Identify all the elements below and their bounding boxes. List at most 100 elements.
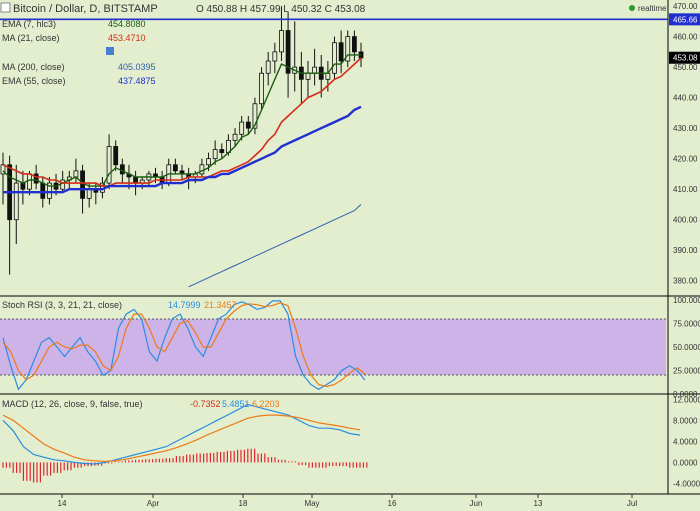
candle-up bbox=[86, 188, 92, 199]
price-tick-label: 470.00 bbox=[673, 2, 698, 11]
stoch-tick-label: 75.0000 bbox=[673, 320, 700, 329]
current-price-label: 453.08 bbox=[673, 54, 698, 63]
price-tick-label: 410.00 bbox=[673, 185, 698, 194]
ind-ema55-value: 437.4875 bbox=[118, 76, 156, 86]
price-tick-label: 450.00 bbox=[673, 63, 698, 72]
candle-up bbox=[199, 164, 205, 175]
candle-down bbox=[338, 42, 344, 62]
macd-legend: MACD (12, 26, close, 9, false, true) -0.… bbox=[2, 399, 280, 409]
candle-up bbox=[106, 146, 112, 184]
macd-tick-label: 0.0000 bbox=[673, 458, 698, 467]
candle-down bbox=[113, 146, 119, 166]
axis-labels: 470.00 460.00 450.00 440.00 430.00 420.00 410.… bbox=[58, 2, 700, 508]
macd-plot bbox=[2, 403, 368, 483]
price-tick-label: 420.00 bbox=[673, 155, 698, 164]
candle-down bbox=[245, 121, 251, 129]
time-tick-label: Apr bbox=[147, 499, 160, 508]
symbol-title: Bitcoin / Dollar, D, BITSTAMP bbox=[13, 3, 158, 15]
candle-down bbox=[285, 30, 291, 74]
time-tick-label: Jun bbox=[470, 499, 483, 508]
ind-ema7-name[interactable]: EMA (7, hlc3) bbox=[2, 19, 56, 29]
series-line bbox=[3, 105, 362, 194]
candle-up bbox=[252, 103, 258, 129]
ind-ma21-name[interactable]: MA (21, close) bbox=[2, 33, 60, 43]
macd-title[interactable]: MACD (12, 26, close, 9, false, true) bbox=[2, 399, 143, 409]
candle-down bbox=[20, 182, 26, 190]
ind-ma200-value: 405.0395 bbox=[118, 62, 156, 72]
stoch-legend: Stoch RSI (3, 3, 21, 21, close) 14.7999 … bbox=[2, 300, 237, 310]
macd-line-value: 5.4851 bbox=[222, 399, 250, 409]
stoch-k-value: 14.7999 bbox=[168, 300, 201, 310]
level-price-label: 465.66 bbox=[673, 15, 698, 24]
time-tick-label: May bbox=[304, 499, 319, 508]
macd-tick-label: 8.0000 bbox=[673, 416, 698, 425]
candle-down bbox=[133, 176, 139, 184]
realtime-dot-icon bbox=[629, 5, 635, 11]
time-tick-label: 13 bbox=[534, 499, 543, 508]
candle-up bbox=[212, 149, 218, 160]
macd-signal-line bbox=[2, 414, 361, 463]
candle-up bbox=[47, 182, 52, 199]
macd-line bbox=[2, 403, 361, 465]
price-tick-label: 460.00 bbox=[673, 33, 698, 42]
current-price-tag bbox=[669, 51, 700, 64]
collapse-icon[interactable] bbox=[0, 2, 11, 13]
price-tick-label: 400.00 bbox=[673, 216, 698, 225]
candle-down bbox=[219, 149, 225, 153]
candle-up bbox=[345, 36, 351, 62]
candle-up bbox=[325, 72, 331, 80]
stoch-tick-label: 50.0000 bbox=[673, 343, 700, 352]
stoch-k-line bbox=[2, 300, 366, 391]
stoch-tick-label: 100.0000 bbox=[673, 296, 700, 305]
price-plot bbox=[0, 6, 364, 288]
stoch-tick-label: 0.0000 bbox=[673, 390, 698, 399]
chart-header: Bitcoin / Dollar, D, BITSTAMP O 450.88 H… bbox=[0, 2, 667, 15]
candle-up bbox=[13, 182, 19, 221]
candle-up bbox=[0, 164, 6, 175]
candle-up bbox=[332, 42, 337, 74]
candle-up bbox=[206, 158, 211, 166]
time-tick-label: Jul bbox=[627, 499, 637, 508]
candle-down bbox=[40, 182, 46, 199]
candle-up bbox=[272, 51, 278, 62]
time-tick-label: 14 bbox=[58, 499, 67, 508]
macd-signal-value: 6.2203 bbox=[252, 399, 280, 409]
realtime-label: realtime bbox=[638, 4, 667, 13]
ohlc-values: O 450.88 H 457.99 L 450.32 C 453.08 bbox=[196, 4, 366, 15]
candle-up bbox=[60, 179, 66, 190]
candle-up bbox=[265, 60, 271, 74]
stoch-tick-label: 25.0000 bbox=[673, 367, 700, 376]
price-tick-label: 440.00 bbox=[673, 94, 698, 103]
candle-up bbox=[279, 30, 284, 53]
macd-tick-label: -4.0000 bbox=[673, 479, 700, 488]
candle-down bbox=[80, 170, 85, 199]
price-tick-label: 390.00 bbox=[673, 246, 698, 255]
candle-down bbox=[351, 36, 357, 53]
ind-ema7-value: 454.8080 bbox=[108, 19, 146, 29]
ind-ema55-name[interactable]: EMA (55, close) bbox=[2, 76, 66, 86]
candle-up bbox=[259, 72, 264, 105]
candle-up bbox=[73, 170, 79, 178]
stoch-d-value: 21.3457 bbox=[204, 300, 237, 310]
stoch-plot bbox=[2, 300, 366, 391]
candle-up bbox=[305, 72, 311, 80]
level-price-tag bbox=[669, 13, 700, 26]
stoch-title[interactable]: Stoch RSI (3, 3, 21, 21, close) bbox=[2, 300, 122, 310]
time-tick-label: 18 bbox=[239, 499, 248, 508]
candle-up bbox=[312, 66, 318, 74]
stoch-band bbox=[0, 319, 666, 375]
candle-up bbox=[239, 121, 245, 135]
stoch-d-line bbox=[2, 302, 366, 388]
candle-down bbox=[172, 164, 178, 172]
macd-tick-label: 12.0000 bbox=[673, 395, 700, 404]
macd-hist-value: -0.7352 bbox=[190, 399, 221, 409]
ind-ma200-name[interactable]: MA (200, close) bbox=[2, 62, 65, 72]
candle-up bbox=[232, 133, 238, 141]
candle-down bbox=[119, 164, 125, 175]
macd-tick-label: 4.0000 bbox=[673, 437, 698, 446]
settings-icon[interactable] bbox=[106, 47, 114, 55]
price-tick-label: 380.00 bbox=[673, 277, 698, 286]
series-line bbox=[188, 204, 362, 288]
candle-down bbox=[33, 173, 39, 184]
